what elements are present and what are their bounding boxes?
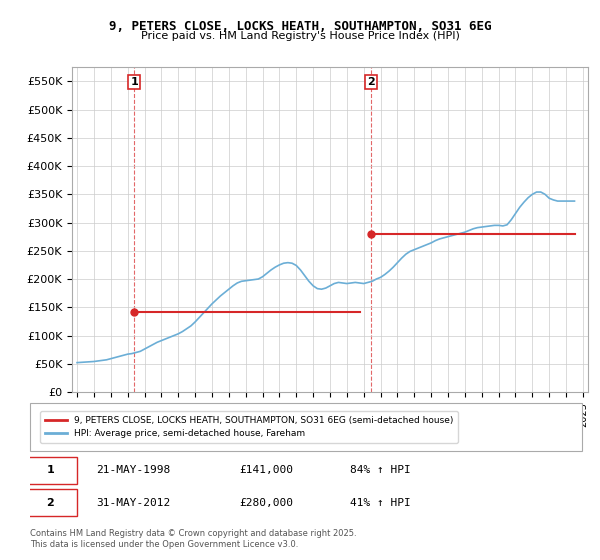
Text: 1: 1	[130, 77, 138, 87]
Text: 2: 2	[47, 498, 54, 508]
Text: 2: 2	[367, 77, 374, 87]
Text: 31-MAY-2012: 31-MAY-2012	[96, 498, 170, 508]
FancyBboxPatch shape	[30, 403, 582, 451]
FancyBboxPatch shape	[25, 457, 77, 484]
Text: 41% ↑ HPI: 41% ↑ HPI	[350, 498, 411, 508]
Text: 84% ↑ HPI: 84% ↑ HPI	[350, 465, 411, 475]
Legend: 9, PETERS CLOSE, LOCKS HEATH, SOUTHAMPTON, SO31 6EG (semi-detached house), HPI: : 9, PETERS CLOSE, LOCKS HEATH, SOUTHAMPTO…	[40, 411, 458, 443]
FancyBboxPatch shape	[25, 489, 77, 516]
Text: 1: 1	[47, 465, 54, 475]
Text: 21-MAY-1998: 21-MAY-1998	[96, 465, 170, 475]
Text: Price paid vs. HM Land Registry's House Price Index (HPI): Price paid vs. HM Land Registry's House …	[140, 31, 460, 41]
Text: £280,000: £280,000	[240, 498, 294, 508]
Text: Contains HM Land Registry data © Crown copyright and database right 2025.
This d: Contains HM Land Registry data © Crown c…	[30, 529, 356, 549]
Text: 9, PETERS CLOSE, LOCKS HEATH, SOUTHAMPTON, SO31 6EG: 9, PETERS CLOSE, LOCKS HEATH, SOUTHAMPTO…	[109, 20, 491, 32]
Text: £141,000: £141,000	[240, 465, 294, 475]
